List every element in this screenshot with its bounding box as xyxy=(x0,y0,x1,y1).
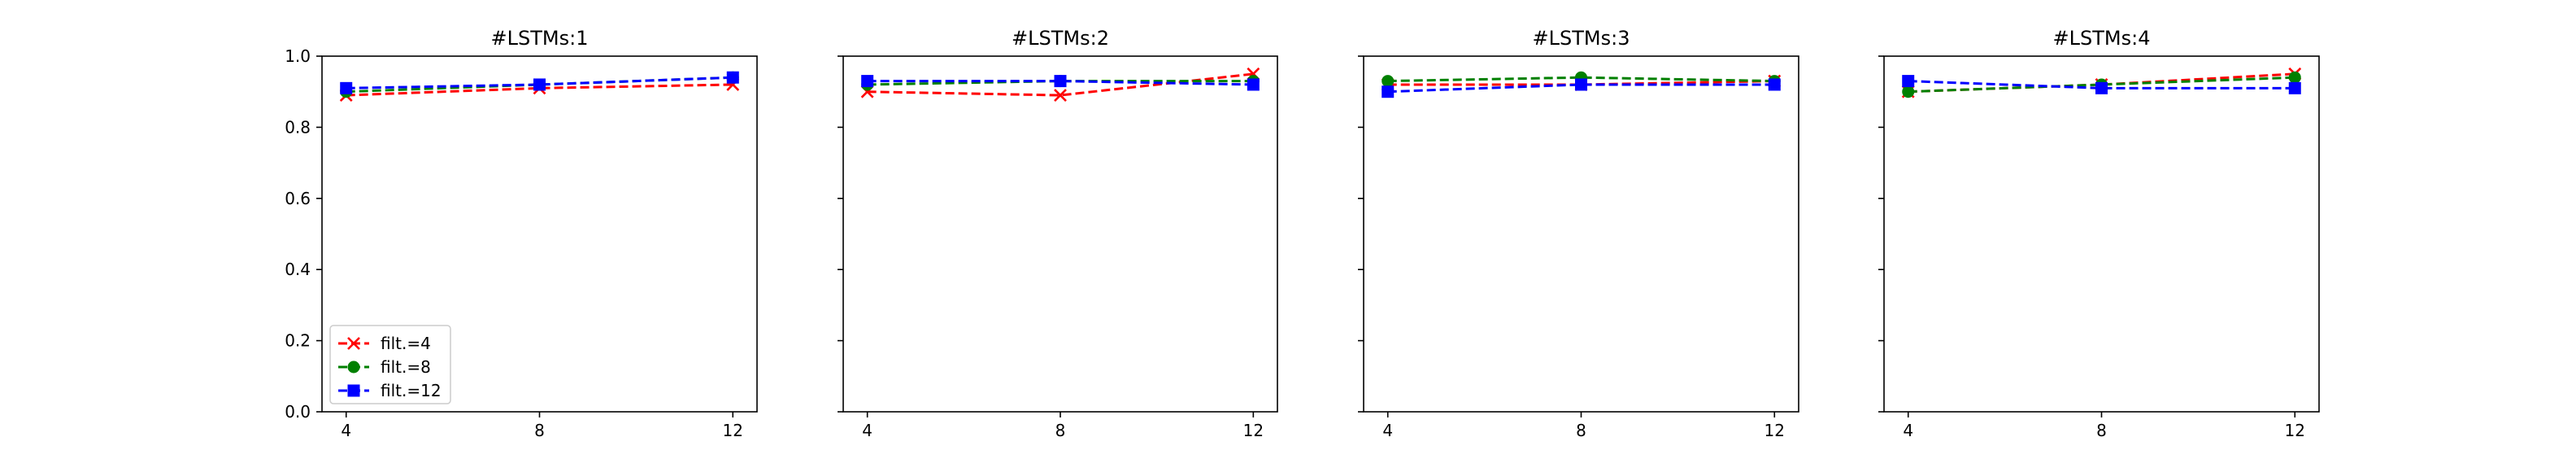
series-filt.=12 xyxy=(1382,78,1781,98)
subplot-3: #LSTMs:3 4 8 12 xyxy=(1358,27,1799,440)
x-tick-label: 4 xyxy=(1903,421,1913,440)
x-tick-label: 8 xyxy=(2096,421,2107,440)
y-tick-label: 0.8 xyxy=(285,117,311,137)
data-point xyxy=(1054,89,1067,102)
legend-box xyxy=(329,325,451,404)
x-tick-label: 4 xyxy=(862,421,872,440)
data-point xyxy=(1382,75,1395,88)
legend-label: filt.=4 xyxy=(381,334,431,353)
axes-frame xyxy=(321,55,758,413)
x-tick-label: 12 xyxy=(1243,421,1264,440)
axes-frame xyxy=(1883,55,2320,413)
y-tick-label: 0.6 xyxy=(285,189,311,208)
series-filt.=12 xyxy=(861,75,1260,91)
data-point xyxy=(340,81,353,94)
data-point xyxy=(1902,85,1915,98)
axes-frame xyxy=(1363,55,1799,413)
data-point xyxy=(1902,75,1915,88)
legend-label: filt.=8 xyxy=(381,357,431,377)
subplot-title: #LSTMs:1 xyxy=(491,27,589,50)
subplot-1: #LSTMs:10.00.20.40.60.81.04 8 12filt.=4fil… xyxy=(285,27,758,440)
x-tick-label: 12 xyxy=(723,421,743,440)
legend-marker xyxy=(347,337,360,350)
data-point xyxy=(533,78,546,91)
data-point xyxy=(1054,75,1067,88)
series-filt.=12 xyxy=(340,71,739,94)
legend-marker xyxy=(347,361,360,374)
x-tick-label: 8 xyxy=(1055,421,1066,440)
legend-marker xyxy=(347,384,360,397)
data-point xyxy=(2095,81,2108,94)
subplot-title: #LSTMs:4 xyxy=(2053,27,2151,50)
data-point xyxy=(726,71,739,84)
x-tick-label: 4 xyxy=(1382,421,1393,440)
subplot-4: #LSTMs:4 4 8 12 xyxy=(1878,27,2320,440)
data-point xyxy=(861,75,874,88)
x-tick-label: 8 xyxy=(1576,421,1586,440)
data-point xyxy=(1575,78,1587,91)
series-filt.=12 xyxy=(1902,75,2301,94)
y-tick-label: 0.4 xyxy=(285,260,311,279)
legend: filt.=4 filt.=8 filt.=12 xyxy=(329,325,451,404)
subplot-2: #LSTMs:2 4 8 12 xyxy=(838,27,1278,440)
data-point xyxy=(2288,71,2301,84)
data-point xyxy=(1247,78,1260,91)
data-point xyxy=(2288,81,2301,94)
data-point xyxy=(1382,85,1395,98)
data-point xyxy=(1768,78,1781,91)
subplot-title: #LSTMs:3 xyxy=(1533,27,1630,50)
subplot-title: #LSTMs:2 xyxy=(1012,27,1109,50)
axes-frame xyxy=(842,55,1278,413)
y-tick-label: 0.2 xyxy=(285,331,311,351)
x-tick-label: 8 xyxy=(534,421,545,440)
y-tick-label: 1.0 xyxy=(285,46,311,66)
x-tick-label: 4 xyxy=(341,421,351,440)
x-tick-label: 12 xyxy=(2285,421,2305,440)
y-tick-label: 0.0 xyxy=(285,402,311,422)
legend-label: filt.=12 xyxy=(381,381,442,400)
x-tick-label: 12 xyxy=(1764,421,1785,440)
